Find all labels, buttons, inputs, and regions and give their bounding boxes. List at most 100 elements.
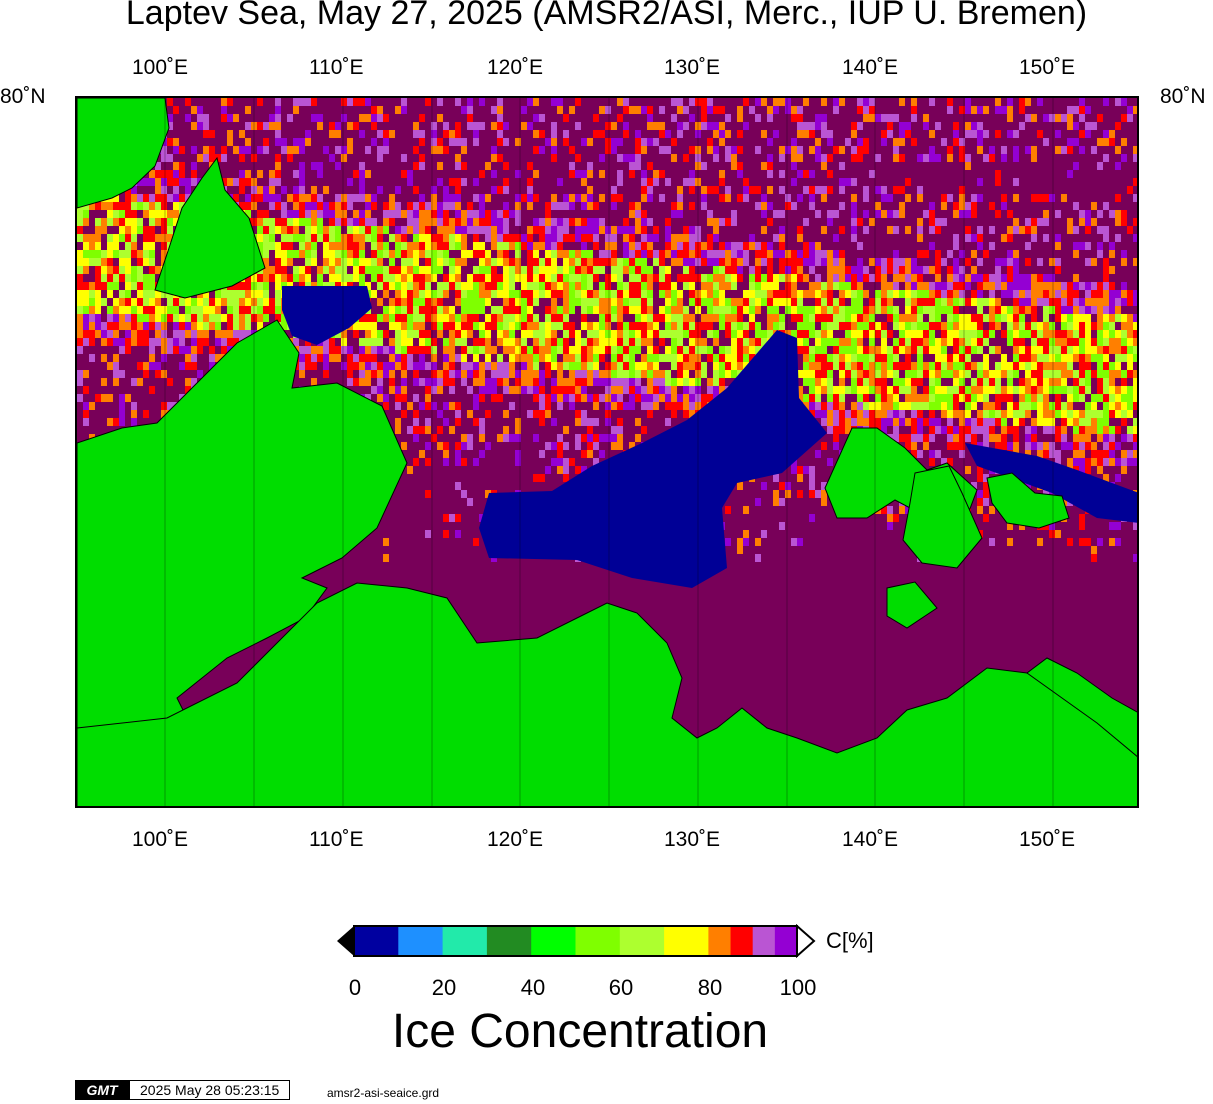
ice-cell [713, 218, 719, 226]
ice-cell [83, 210, 89, 218]
ice-cell [593, 442, 599, 450]
ice-cell [77, 290, 83, 298]
ice-cell [989, 378, 995, 386]
ice-cell [905, 322, 911, 330]
ice-cell [959, 194, 965, 202]
ice-cell [161, 306, 167, 314]
ice-cell [431, 322, 437, 330]
ice-cell [581, 234, 587, 242]
ice-cell [701, 298, 707, 306]
ice-cell [953, 410, 959, 418]
ice-cell [755, 266, 761, 274]
ice-cell [275, 250, 281, 258]
ice-cell [1085, 298, 1091, 306]
map-title: Laptev Sea, May 27, 2025 (AMSR2/ASI, Mer… [125, 0, 1088, 32]
ice-cell [623, 362, 629, 370]
ice-cell [1013, 410, 1019, 418]
ice-cell [1043, 194, 1049, 202]
ice-cell [641, 306, 647, 314]
ice-cell [1013, 218, 1019, 226]
ice-cell [587, 202, 593, 210]
ice-cell [479, 338, 485, 346]
ice-cell [269, 226, 275, 234]
ice-cell [341, 266, 347, 274]
ice-cell [629, 386, 635, 394]
ice-cell [821, 186, 827, 194]
ice-cell [545, 370, 551, 378]
ice-cell [119, 274, 125, 282]
ice-cell [779, 154, 785, 162]
ice-cell [923, 370, 929, 378]
ice-cell [125, 274, 131, 282]
ice-cell [215, 154, 221, 162]
ice-cell [1043, 346, 1049, 354]
ice-cell [275, 154, 281, 162]
ice-cell [797, 106, 803, 114]
ice-cell [365, 114, 371, 122]
ice-cell [239, 170, 245, 178]
ice-cell [929, 290, 935, 298]
ice-cell [275, 170, 281, 178]
ice-cell [437, 114, 443, 122]
ice-cell [845, 338, 851, 346]
ice-cell [149, 386, 155, 394]
ice-cell [845, 346, 851, 354]
ice-cell [983, 250, 989, 258]
ice-cell [953, 138, 959, 146]
ice-cell [383, 274, 389, 282]
ice-cell [833, 314, 839, 322]
ice-cell [857, 274, 863, 282]
ice-cell [1097, 322, 1103, 330]
ice-cell [539, 282, 545, 290]
ice-cell [869, 418, 875, 426]
ice-cell [1025, 258, 1031, 266]
ice-cell [947, 322, 953, 330]
ice-cell [719, 178, 725, 186]
ice-cell [1007, 426, 1013, 434]
ice-cell [449, 354, 455, 362]
ice-cell [683, 354, 689, 362]
ice-cell [545, 234, 551, 242]
ice-cell [899, 418, 905, 426]
ice-cell [953, 130, 959, 138]
ice-cell [1043, 378, 1049, 386]
ice-cell [209, 306, 215, 314]
ice-cell [743, 290, 749, 298]
ice-cell [929, 394, 935, 402]
ice-cell [425, 298, 431, 306]
ice-cell [551, 146, 557, 154]
ice-cell [545, 274, 551, 282]
ice-cell [161, 194, 167, 202]
ice-cell [587, 346, 593, 354]
ice-cell [767, 306, 773, 314]
ice-cell [641, 290, 647, 298]
ice-cell [791, 154, 797, 162]
ice-cell [839, 266, 845, 274]
ice-cell [479, 266, 485, 274]
ice-cell [353, 274, 359, 282]
ice-cell [917, 226, 923, 234]
ice-cell [1091, 450, 1097, 458]
ice-cell [257, 234, 263, 242]
ice-cell [575, 298, 581, 306]
ice-cell [791, 330, 797, 338]
ice-cell [791, 146, 797, 154]
ice-cell [821, 250, 827, 258]
ice-cell [119, 250, 125, 258]
ice-cell [725, 354, 731, 362]
ice-cell [881, 186, 887, 194]
ice-cell [131, 266, 137, 274]
ice-cell [989, 274, 995, 282]
ice-cell [929, 458, 935, 466]
ice-cell [1013, 178, 1019, 186]
ice-cell [479, 258, 485, 266]
ice-cell [167, 122, 173, 130]
ice-cell [557, 234, 563, 242]
ice-cell [761, 162, 767, 170]
ice-cell [155, 314, 161, 322]
ice-cell [605, 434, 611, 442]
ice-cell [281, 314, 287, 322]
ice-cell [239, 146, 245, 154]
ice-cell [869, 410, 875, 418]
ice-cell [359, 378, 365, 386]
